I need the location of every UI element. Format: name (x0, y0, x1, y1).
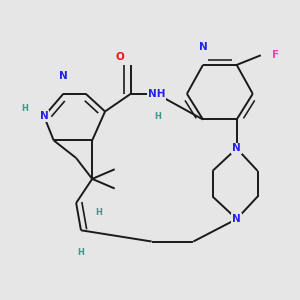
Text: N: N (199, 42, 207, 52)
Text: NH: NH (148, 89, 165, 99)
Text: H: H (95, 208, 102, 217)
Text: N: N (40, 111, 48, 121)
Text: H: H (154, 112, 161, 121)
Text: H: H (21, 104, 28, 113)
Text: N: N (232, 214, 241, 224)
Text: H: H (77, 248, 84, 257)
Text: N: N (232, 143, 241, 153)
Text: N: N (59, 71, 68, 81)
Text: F: F (272, 50, 279, 60)
Text: O: O (115, 52, 124, 62)
